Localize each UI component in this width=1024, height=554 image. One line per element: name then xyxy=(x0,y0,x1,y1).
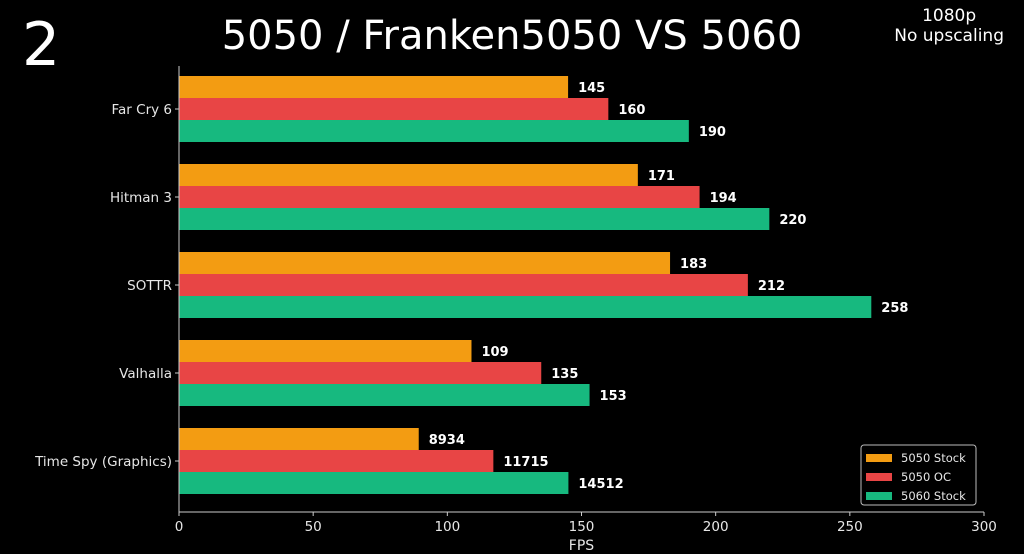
data-label: 145 xyxy=(578,81,605,96)
bar-5050-stock xyxy=(179,340,472,362)
y-tick-label: Far Cry 6 xyxy=(112,102,173,118)
bar-5060-stock xyxy=(179,208,770,230)
data-label: 171 xyxy=(648,169,675,184)
legend-swatch xyxy=(866,492,892,500)
x-tick-label: 300 xyxy=(971,519,997,535)
y-tick-label: Valhalla xyxy=(119,366,172,382)
data-label: 8934 xyxy=(429,433,465,448)
bar-5060-stock xyxy=(179,120,689,142)
bar-5060-stock xyxy=(179,472,569,494)
data-label: 160 xyxy=(618,103,645,118)
x-axis-label: FPS xyxy=(569,538,594,554)
bar-5050-stock xyxy=(179,428,419,450)
x-tick-label: 100 xyxy=(434,519,460,535)
data-label: 194 xyxy=(710,191,737,206)
bar-5050-oc xyxy=(179,362,542,384)
bar-5060-stock xyxy=(179,384,590,406)
data-label: 220 xyxy=(779,213,806,228)
y-tick-label: Hitman 3 xyxy=(110,190,172,206)
legend-label: 5060 Stock xyxy=(901,489,966,503)
x-tick-label: 50 xyxy=(305,519,322,535)
data-label: 190 xyxy=(699,125,726,140)
upscaling-label: No upscaling xyxy=(894,26,1004,46)
x-tick-label: 200 xyxy=(703,519,729,535)
legend-swatch xyxy=(866,473,892,481)
data-label: 212 xyxy=(758,279,785,294)
y-tick-label: SOTTR xyxy=(127,278,172,294)
bar-5050-oc xyxy=(179,450,494,472)
settings-note: 1080p No upscaling xyxy=(894,6,1004,46)
legend-label: 5050 OC xyxy=(901,470,951,484)
bar-5050-oc xyxy=(179,274,748,296)
data-label: 135 xyxy=(551,367,578,382)
x-tick-label: 250 xyxy=(837,519,863,535)
data-label: 109 xyxy=(481,345,508,360)
data-label: 258 xyxy=(881,301,908,316)
bar-5050-stock xyxy=(179,252,671,274)
data-label: 183 xyxy=(680,257,707,272)
bar-5050-oc xyxy=(179,186,700,208)
bar-5050-oc xyxy=(179,98,609,120)
bar-5050-stock xyxy=(179,76,569,98)
x-tick-label: 150 xyxy=(569,519,595,535)
data-label: 11715 xyxy=(503,455,548,470)
bar-5060-stock xyxy=(179,296,872,318)
legend-label: 5050 Stock xyxy=(901,451,966,465)
data-label: 153 xyxy=(600,389,627,404)
slide-number: 2 xyxy=(22,10,61,80)
x-tick-label: 0 xyxy=(175,519,184,535)
data-label: 14512 xyxy=(578,477,623,492)
chart-title: 5050 / Franken5050 VS 5060 xyxy=(221,13,803,59)
y-tick-label: Time Spy (Graphics) xyxy=(34,454,172,470)
legend-swatch xyxy=(866,454,892,462)
resolution-label: 1080p xyxy=(922,6,977,26)
bar-5050-stock xyxy=(179,164,638,186)
